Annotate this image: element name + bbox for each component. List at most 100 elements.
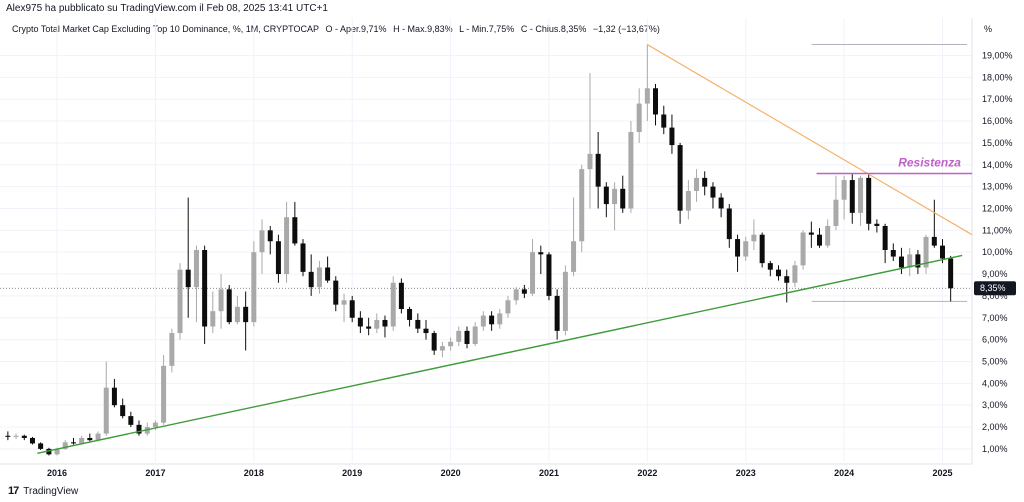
y-tick-label: 14,00% [982,160,1013,170]
y-tick-label: 7,00% [982,313,1008,323]
candle-down [300,243,306,272]
y-tick-label: 2,00% [982,422,1008,432]
current-price-label: 8,35% [980,283,1006,293]
candle-up [497,313,503,325]
candle-down [735,239,741,257]
candle-down [46,448,52,455]
candle-down [931,236,937,246]
x-tick-label: 2018 [244,468,264,478]
candle-up [456,330,462,342]
candle-up [628,131,634,209]
candle-down [890,250,896,257]
candle-down [136,424,142,434]
candle-down [185,269,191,288]
y-tick-label: 4,00% [982,378,1008,388]
candle-up [685,190,691,211]
candle-up [792,265,798,283]
y-tick-label: 8,00% [982,291,1008,301]
candle-down [275,241,281,275]
candle-down [726,208,732,240]
candle-down [874,223,880,226]
candle-up [858,177,864,213]
candle-up [587,153,593,170]
candle-up [480,315,486,327]
candle-down [366,326,372,329]
candle-down [120,405,126,417]
candle-down [292,217,298,244]
candle-down [882,225,888,250]
candle-down [423,328,429,334]
candle-up [152,422,158,428]
candle-down [554,295,560,331]
candle-up [825,225,831,246]
candle-down [128,416,134,425]
y-tick-label: 3,00% [982,400,1008,410]
candle-up [907,254,913,268]
candle-down [464,330,470,344]
candle-up [374,319,380,329]
candle-down [521,289,527,294]
candle-up [259,230,265,253]
candle-down [349,300,355,318]
candle-up [234,306,240,323]
candle-down [202,250,208,327]
x-tick-label: 2020 [441,468,461,478]
candle-up [390,282,396,327]
candle-down [653,88,659,115]
orange-trendline [647,44,973,236]
x-tick-label: 2017 [145,468,165,478]
candle-down [308,271,314,288]
candle-down [29,437,35,444]
candle-up [743,241,749,257]
candle-up [636,103,642,132]
candle-up [694,177,700,191]
y-tick-label: 6,00% [982,335,1008,345]
candle-up [644,88,650,104]
candle-down [603,186,609,205]
candle-down [546,254,552,296]
candle-down [407,309,413,320]
y-tick-label: 12,00% [982,203,1013,213]
candle-up [562,271,568,331]
change-value: −1,32 (−13,67%) [592,24,660,34]
candle-up [95,433,101,441]
candle-up [341,300,347,305]
candle-down [784,276,790,283]
candle-down [849,180,855,213]
tradingview-logo-icon: 17 [8,485,19,497]
candle-down [767,263,773,270]
candle-up [841,180,847,200]
candle-down [87,437,93,441]
candle-down [415,319,421,329]
x-tick-label: 2022 [637,468,657,478]
candle-up [612,188,618,205]
candle-up [218,289,224,312]
y-tick-label: 9,00% [982,269,1008,279]
candle-up [13,435,19,437]
candle-down [817,234,823,246]
candle-down [939,245,945,259]
candle-down [775,269,781,277]
candle-up [79,437,85,444]
symbol-name[interactable]: Crypto Total Market Cap Excluding Top 10… [12,24,319,34]
candle-up [284,217,290,275]
candle-down [489,315,495,325]
candle-down [398,282,404,310]
candle-up [800,232,806,266]
symbol-legend: Crypto Total Market Cap Excluding Top 10… [12,24,664,34]
y-tick-label: 1,00% [982,444,1008,454]
x-tick-label: 2016 [47,468,67,478]
candle-up [833,199,839,226]
candle-down [226,289,232,323]
candle-down [948,258,954,289]
x-tick-label: 2021 [539,468,559,478]
tradingview-footer[interactable]: 17 TradingView [8,485,78,497]
candle-up [62,442,68,449]
candle-up [571,241,577,272]
x-tick-label: 2019 [342,468,362,478]
candle-up [505,300,511,314]
candle-down [808,232,814,235]
candle-up [193,250,199,288]
candle-down [333,280,339,305]
